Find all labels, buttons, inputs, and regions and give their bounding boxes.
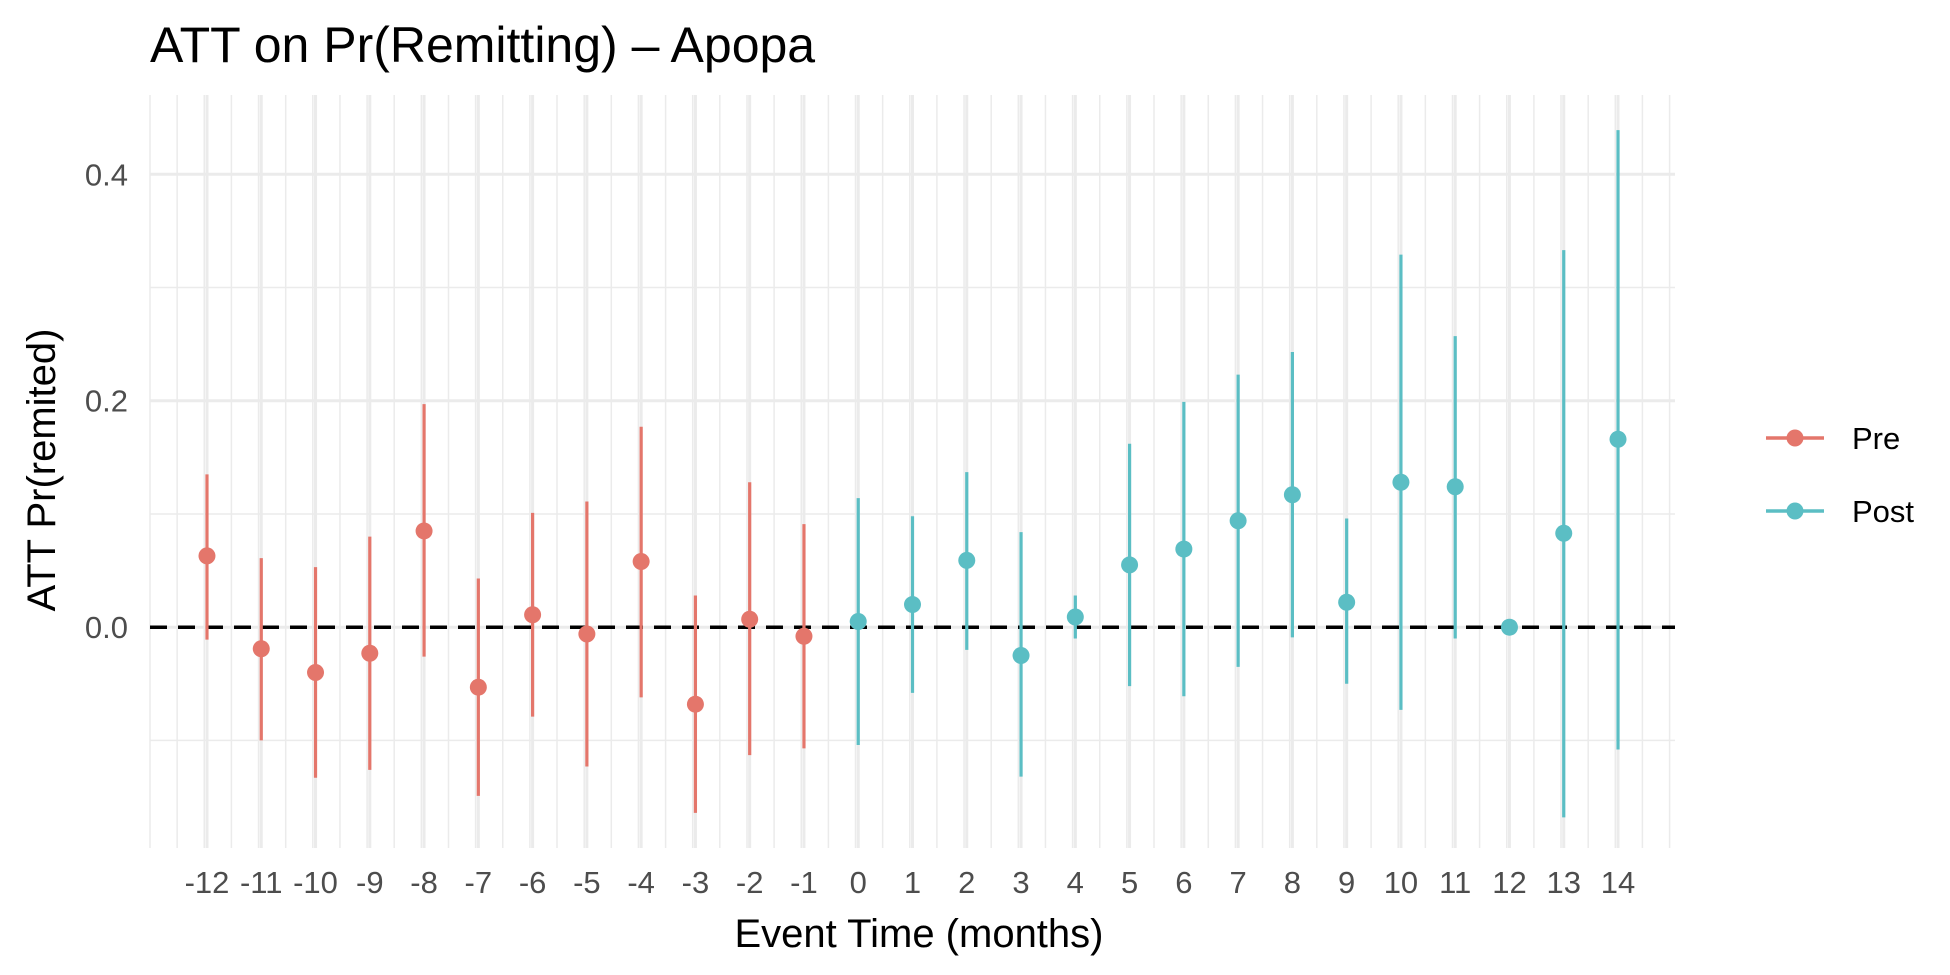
- legend-label: Pre: [1852, 421, 1900, 456]
- x-tick-label: -10: [293, 865, 338, 900]
- y-axis-title: ATT Pr(remited): [20, 329, 64, 612]
- x-tick-label: 8: [1284, 865, 1301, 900]
- x-tick-label: -8: [410, 865, 438, 900]
- data-point: [1012, 647, 1030, 665]
- data-point: [1338, 593, 1356, 611]
- data-point: [1555, 524, 1573, 542]
- x-tick-label: -2: [736, 865, 764, 900]
- x-tick-label: -11: [240, 865, 283, 900]
- data-point: [415, 522, 433, 540]
- data-point: [361, 644, 379, 662]
- x-tick-label: -5: [573, 865, 601, 900]
- x-tick-label: 12: [1492, 865, 1526, 900]
- plot-area: 0.00.20.4-12 -11 -10 -9 -8 -7 -6 -5 -4 -3 -2 -1 0 1 2 3…: [85, 95, 1675, 900]
- x-tick-label: 0: [850, 865, 867, 900]
- data-point: [1446, 478, 1464, 496]
- data-point: [632, 553, 650, 571]
- data-point: [741, 610, 759, 628]
- legend: Pre Post: [1766, 421, 1914, 529]
- data-point: [524, 606, 542, 624]
- x-tick-label: -9: [356, 865, 384, 900]
- data-point: [578, 625, 596, 643]
- x-tick-label: 7: [1229, 865, 1246, 900]
- legend-key-point: [1786, 429, 1804, 447]
- x-tick-label: 10: [1384, 865, 1418, 900]
- y-tick-label: 0.4: [85, 157, 128, 192]
- data-point: [1229, 512, 1247, 530]
- data-point: [849, 613, 867, 631]
- data-point: [252, 640, 270, 658]
- data-point: [795, 627, 813, 645]
- chart-title: ATT on Pr(Remitting) – Apopa: [150, 17, 815, 73]
- x-tick-label: -4: [627, 865, 655, 900]
- x-axis-title: Event Time (months): [734, 912, 1103, 956]
- x-tick-label: -3: [682, 865, 710, 900]
- y-tick-label: 0.2: [85, 384, 128, 419]
- x-tick-label: 4: [1067, 865, 1084, 900]
- data-point: [1283, 486, 1301, 504]
- x-tick-label: 13: [1547, 865, 1581, 900]
- x-tick-label: 9: [1338, 865, 1355, 900]
- data-point: [686, 695, 704, 713]
- x-tick-label: -1: [790, 865, 818, 900]
- data-point: [1500, 618, 1518, 636]
- x-tick-label: -7: [465, 865, 493, 900]
- x-tick-label: 14: [1601, 865, 1635, 900]
- data-point: [1392, 473, 1410, 491]
- data-point: [198, 547, 216, 565]
- data-point: [1175, 540, 1193, 558]
- series-pre: [198, 404, 813, 813]
- series-post: [849, 130, 1627, 818]
- x-tick-label: 5: [1121, 865, 1138, 900]
- x-tick-label: 1: [904, 865, 921, 900]
- legend-key-point: [1786, 502, 1804, 520]
- y-tick-label: 0.0: [85, 610, 128, 645]
- x-tick-label: 11: [1439, 865, 1471, 900]
- x-tick-label: 3: [1012, 865, 1029, 900]
- data-point: [1609, 430, 1627, 448]
- x-tick-label: -6: [519, 865, 547, 900]
- legend-label: Post: [1852, 494, 1914, 529]
- x-tick-label: -12: [185, 865, 230, 900]
- data-point: [904, 596, 921, 614]
- x-tick-label: 6: [1175, 865, 1192, 900]
- data-point: [958, 551, 976, 569]
- data-point: [469, 678, 487, 696]
- data-point: [1066, 608, 1084, 626]
- x-tick-label: 2: [958, 865, 975, 900]
- data-point: [307, 663, 325, 681]
- data-point: [1121, 556, 1139, 574]
